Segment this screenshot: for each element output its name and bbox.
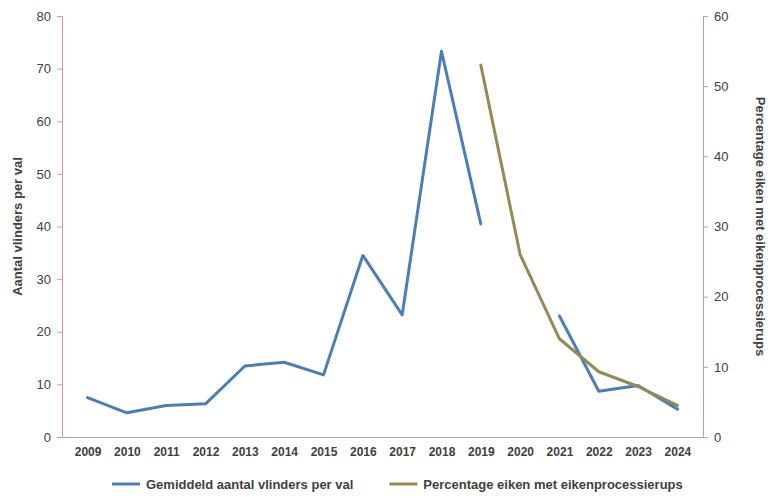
y-tick: 70 bbox=[37, 61, 62, 76]
y-tick: 50 bbox=[37, 167, 62, 182]
legend-label: Percentage eiken met eikenprocessierups bbox=[423, 477, 682, 492]
y-tick-label: 60 bbox=[37, 114, 51, 129]
y2-tick-mark bbox=[703, 86, 708, 87]
y-tick-label: 10 bbox=[37, 377, 51, 392]
x-tick-label: 2012 bbox=[193, 445, 220, 459]
y2-tick: 0 bbox=[703, 430, 721, 445]
x-tick-label: 2021 bbox=[547, 445, 574, 459]
x-tick: 2023 bbox=[625, 437, 652, 459]
x-tick-label: 2010 bbox=[114, 445, 141, 459]
x-tick: 2012 bbox=[193, 437, 220, 459]
y2-tick-mark bbox=[703, 437, 708, 438]
x-tick-label: 2011 bbox=[154, 445, 180, 459]
y-tick-mark bbox=[57, 16, 62, 17]
y-axis-title: Aantal vlinders per val bbox=[10, 157, 25, 296]
x-tick-label: 2015 bbox=[311, 445, 338, 459]
x-tick: 2018 bbox=[429, 437, 456, 459]
x-tick: 2014 bbox=[271, 437, 298, 459]
x-tick-label: 2019 bbox=[468, 445, 495, 459]
x-tick-label: 2023 bbox=[625, 445, 652, 459]
y-tick: 80 bbox=[37, 9, 62, 24]
y2-tick: 30 bbox=[703, 219, 728, 234]
y2-tick-label: 20 bbox=[714, 289, 728, 304]
y2-tick-label: 10 bbox=[714, 359, 728, 374]
y2-axis-line bbox=[704, 17, 709, 438]
y-tick: 40 bbox=[37, 219, 62, 234]
x-tick: 2019 bbox=[468, 437, 495, 459]
y2-tick-label: 0 bbox=[714, 430, 721, 445]
series-line bbox=[88, 51, 678, 413]
y-tick-mark bbox=[57, 332, 62, 333]
y2-tick: 60 bbox=[703, 9, 728, 24]
x-tick: 2015 bbox=[311, 437, 338, 459]
x-tick: 2010 bbox=[114, 437, 141, 459]
y-tick-mark bbox=[57, 227, 62, 228]
x-tick: 2011 bbox=[154, 437, 180, 459]
x-tick-label: 2024 bbox=[665, 445, 692, 459]
y2-tick-label: 50 bbox=[714, 79, 728, 94]
y2-tick-label: 40 bbox=[714, 149, 728, 164]
y-tick-mark bbox=[57, 437, 62, 438]
y2-tick-mark bbox=[703, 297, 708, 298]
x-tick-label: 2017 bbox=[389, 445, 416, 459]
x-tick: 2017 bbox=[389, 437, 416, 459]
y-tick-mark bbox=[57, 121, 62, 122]
series-line bbox=[481, 65, 678, 405]
y-tick: 60 bbox=[37, 114, 62, 129]
x-tick-label: 2009 bbox=[75, 445, 102, 459]
y-tick: 10 bbox=[37, 377, 62, 392]
y-tick-mark bbox=[57, 174, 62, 175]
x-tick: 2022 bbox=[586, 437, 613, 459]
y-tick-label: 50 bbox=[37, 167, 51, 182]
y-axis-line bbox=[57, 17, 63, 438]
y2-axis: 0 10 20 30 40 50 60 bbox=[703, 9, 728, 445]
x-tick: 2016 bbox=[350, 437, 377, 459]
plot-area: 2009201020112012201320142015201620172018… bbox=[37, 9, 729, 459]
chart: 2009201020112012201320142015201620172018… bbox=[0, 0, 770, 502]
y-tick-label: 80 bbox=[37, 9, 51, 24]
x-tick-label: 2018 bbox=[429, 445, 456, 459]
y-tick-mark bbox=[57, 69, 62, 70]
y2-axis-title: Percentage eiken met eikenprocessierups bbox=[753, 97, 768, 356]
x-tick-label: 2013 bbox=[232, 445, 259, 459]
x-tick: 2013 bbox=[232, 437, 259, 459]
x-tick-label: 2016 bbox=[350, 445, 377, 459]
y2-tick-mark bbox=[703, 16, 708, 17]
legend-swatch bbox=[389, 483, 417, 486]
y-tick-label: 40 bbox=[37, 219, 51, 234]
legend-label: Gemiddeld aantal vlinders per val bbox=[146, 477, 353, 492]
y2-tick: 10 bbox=[703, 359, 728, 374]
x-axis-line bbox=[63, 437, 704, 438]
y-tick: 30 bbox=[37, 272, 62, 287]
y-tick-label: 20 bbox=[37, 324, 51, 339]
legend-swatch bbox=[112, 483, 140, 486]
lines bbox=[88, 51, 678, 413]
y-tick-label: 30 bbox=[37, 272, 51, 287]
y2-tick-mark bbox=[703, 227, 708, 228]
y2-tick: 40 bbox=[703, 149, 728, 164]
y2-tick-label: 30 bbox=[714, 219, 728, 234]
x-tick-label: 2020 bbox=[507, 445, 534, 459]
y2-tick-mark bbox=[703, 367, 708, 368]
y2-tick: 20 bbox=[703, 289, 728, 304]
y-tick: 20 bbox=[37, 324, 62, 339]
legend: Gemiddeld aantal vlinders per val Percent… bbox=[112, 477, 683, 492]
y-tick-mark bbox=[57, 384, 62, 385]
y2-tick: 50 bbox=[703, 79, 728, 94]
x-axis: 2009 2010 2011 2012 2013 2014 2015 2016 2017 2018… bbox=[63, 437, 704, 459]
y-tick-mark bbox=[57, 279, 62, 280]
y-tick: 0 bbox=[44, 430, 62, 445]
x-tick-label: 2014 bbox=[271, 445, 298, 459]
x-tick: 2021 bbox=[547, 437, 574, 459]
x-tick-label: 2022 bbox=[586, 445, 613, 459]
x-tick: 2020 bbox=[507, 437, 534, 459]
y2-tick-label: 60 bbox=[714, 9, 728, 24]
y-tick-label: 70 bbox=[37, 61, 51, 76]
y-tick-label: 0 bbox=[44, 430, 51, 445]
y-axis: 0 10 20 30 40 50 60 70 80 bbox=[37, 9, 63, 445]
x-tick: 2009 bbox=[75, 437, 102, 459]
y2-tick-mark bbox=[703, 156, 708, 157]
x-tick: 2024 bbox=[665, 437, 692, 459]
